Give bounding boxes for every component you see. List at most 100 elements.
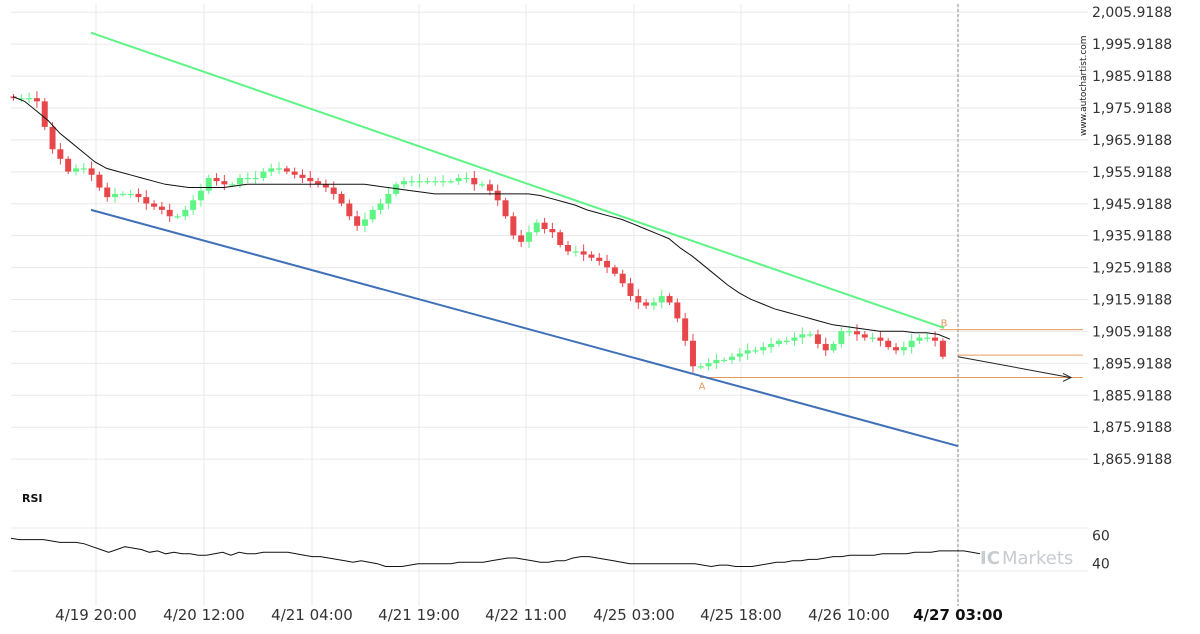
price-panel-frame [11,4,1088,606]
candle-down [10,96,17,99]
candle-down [486,184,493,191]
time-tick-label: 4/20 12:00 [163,606,245,624]
time-axis: 4/19 20:00 4/20 12:00 4/21 04:00 4/21 19:00… [55,606,1003,624]
candle-down [619,273,626,284]
candle-down [932,337,939,341]
candle-up [236,177,243,185]
candle-down [346,203,353,217]
candle-down [330,187,337,194]
candle-up [361,219,368,226]
rsi-tick-label: 40 [1092,557,1110,573]
candle-up [760,347,767,351]
candle-up [260,171,267,178]
brand-logo-ic: IC [980,548,1000,569]
candle-up [447,181,454,183]
candle-up [533,222,540,233]
candle-up [572,251,579,253]
candle-down [510,216,517,236]
candle-down [588,254,595,258]
support-line [90,208,959,448]
candle-up [268,168,275,172]
candle-up [783,340,790,342]
candle-down [471,177,478,185]
moving-average-line [12,96,951,340]
candle-down [49,126,56,150]
candle-up [26,98,33,100]
candle-up [408,181,415,183]
candle-down [143,197,150,204]
rsi-line [10,537,981,568]
candle-down [33,98,40,102]
gridlines [11,4,1088,606]
candle-down [322,184,329,188]
point-b-label: B [941,319,948,330]
price-tick-label: 1,945.9188 [1092,197,1172,213]
candle-down [213,177,220,182]
candle-down [643,302,650,306]
time-tick-label: 4/22 11:00 [485,606,567,624]
candle-up [190,200,197,210]
candle-down [549,229,556,233]
candle-up [908,340,915,348]
candle-up [705,363,712,367]
trend-channel [90,31,959,448]
candle-down [885,340,892,348]
candle-down [611,267,618,274]
candle-up [197,190,204,201]
candle-down [104,187,111,198]
candle-down [135,193,142,198]
candle-down [861,334,868,338]
candle-down [158,206,165,210]
candle-up [869,337,876,339]
candle-up [924,337,931,339]
moving-average [12,96,951,340]
candle-up [377,203,384,210]
candle-down [494,190,501,201]
candle-up [276,168,283,170]
brand-logo-markets: Markets [1002,548,1073,569]
candle-down [151,203,158,207]
candle-down [557,232,564,245]
candle-up [455,177,462,182]
candle-up [440,181,447,183]
time-tick-label: 4/27 03:00 [913,606,1003,624]
candle-down [354,216,361,226]
time-tick-label: 4/25 03:00 [593,606,675,624]
candle-up [369,209,376,220]
candle-down [596,257,603,261]
candle-up [479,184,486,186]
candle-down [65,158,72,172]
candle-up [799,334,806,338]
price-tick-label: 1,895.9188 [1092,356,1172,372]
price-tick-label: 1,965.9188 [1092,133,1172,149]
candle-up [432,181,439,183]
candle-up [807,334,814,336]
candle-up [775,340,782,344]
time-tick-label: 4/26 10:00 [808,606,890,624]
candle-up [252,177,259,180]
price-axis: 2,005.9188 1,995.9188 1,985.9188 1,975.9188… [1092,5,1172,468]
rsi-label: RSI [22,492,43,505]
brand-logo: IC Markets [980,548,1073,569]
candle-down [338,193,345,204]
candle-up [244,177,251,180]
candle-up [525,232,532,242]
candle-down [853,331,860,335]
price-tick-label: 1,935.9188 [1092,229,1172,245]
candle-down [877,337,884,341]
horizontal-levels [700,329,1083,378]
candle-down [283,168,290,172]
candle-up [830,343,837,351]
candle-up [916,337,923,341]
time-tick-label: 4/25 18:00 [700,606,782,624]
candle-up [846,331,853,333]
candle-up [18,98,25,100]
candle-up [791,337,798,341]
candle-down [307,177,314,182]
candle-down [41,101,48,127]
candle-up [744,350,751,354]
candle-up [119,193,126,196]
price-tick-label: 1,995.9188 [1092,37,1172,53]
candle-down [580,251,587,255]
